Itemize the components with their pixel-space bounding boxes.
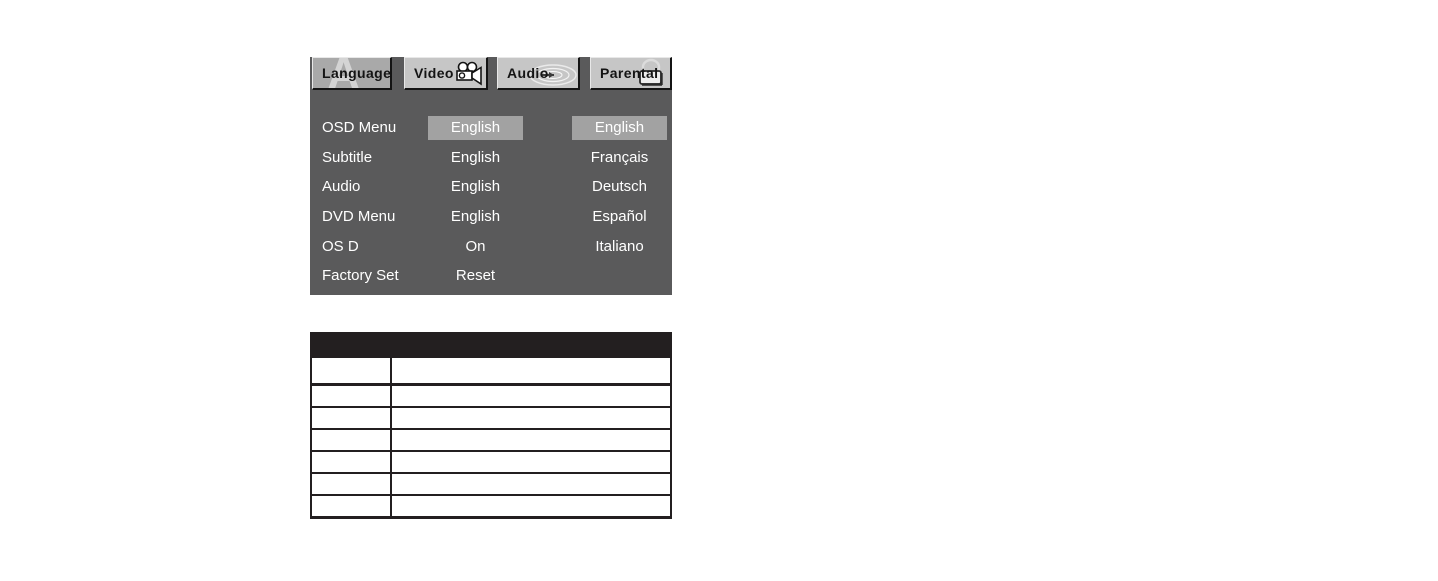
table-cell-right	[392, 386, 670, 406]
table-cell-right	[392, 474, 670, 494]
table-row	[312, 496, 670, 516]
reference-table-header	[312, 332, 670, 358]
reference-table	[310, 332, 672, 519]
parental-lock-icon	[639, 58, 663, 86]
menu-value-audio[interactable]: English	[450, 178, 501, 195]
language-option-english[interactable]: English	[572, 116, 667, 140]
video-camera-icon	[456, 61, 482, 86]
table-row	[312, 474, 670, 496]
menu-value-osd[interactable]: On	[465, 238, 486, 255]
language-option-deutsch[interactable]: Deutsch	[591, 178, 648, 195]
table-cell-right	[392, 452, 670, 472]
letter-a-icon: A	[327, 57, 361, 90]
audio-speaker-icon	[529, 64, 577, 86]
menu-row-osd-menu: OSD Menu English English	[310, 116, 672, 140]
table-row	[312, 386, 670, 408]
language-option-francais[interactable]: Français	[590, 149, 649, 166]
table-row	[312, 430, 670, 452]
tab-video[interactable]: Video	[404, 57, 488, 90]
menu-row-dvd-menu: DVD Menu English Español	[310, 205, 672, 229]
menu-value-osd-menu[interactable]: English	[428, 116, 523, 140]
menu-row-osd: OS D On Italiano	[310, 235, 672, 259]
tab-parental[interactable]: Parental	[590, 57, 672, 90]
menu-label-dvd-menu: DVD Menu	[322, 208, 396, 225]
menu-label-osd: OS D	[322, 238, 359, 255]
tab-parental-label: Parental	[600, 65, 659, 81]
tab-video-label: Video	[414, 65, 454, 81]
table-row	[312, 452, 670, 474]
table-cell-left	[312, 430, 392, 450]
table-cell-left	[312, 452, 392, 472]
table-cell-right	[392, 358, 670, 383]
tab-language-label: Language	[322, 65, 392, 81]
menu-value-subtitle[interactable]: English	[450, 149, 501, 166]
table-row	[312, 358, 670, 386]
menu-row-audio: Audio English Deutsch	[310, 175, 672, 199]
menu-label-subtitle: Subtitle	[322, 149, 373, 166]
settings-tab-bar: A Language Video Audio Pa	[310, 57, 672, 90]
language-option-espanol[interactable]: Español	[592, 208, 647, 225]
tab-audio-label: Audio	[507, 65, 549, 81]
table-cell-left	[312, 358, 392, 383]
language-option-italiano[interactable]: Italiano	[595, 238, 644, 255]
menu-value-dvd-menu[interactable]: English	[450, 208, 501, 225]
table-cell-left	[312, 474, 392, 494]
menu-row-subtitle: Subtitle English Français	[310, 146, 672, 170]
table-cell-right	[392, 496, 670, 516]
menu-label-osd-menu: OSD Menu	[322, 119, 397, 136]
table-cell-right	[392, 408, 670, 428]
table-cell-left	[312, 386, 392, 406]
table-row	[312, 408, 670, 430]
tab-audio[interactable]: Audio	[497, 57, 580, 90]
menu-row-factory-set: Factory Set Reset	[310, 264, 672, 288]
menu-label-factory-set: Factory Set	[322, 267, 399, 284]
menu-label-audio: Audio	[322, 178, 361, 195]
table-cell-left	[312, 408, 392, 428]
dvd-settings-panel: A Language Video Audio Pa	[310, 57, 672, 295]
table-cell-left	[312, 496, 392, 516]
table-cell-right	[392, 430, 670, 450]
menu-value-factory-set[interactable]: Reset	[455, 267, 496, 284]
tab-language[interactable]: A Language	[312, 57, 392, 90]
